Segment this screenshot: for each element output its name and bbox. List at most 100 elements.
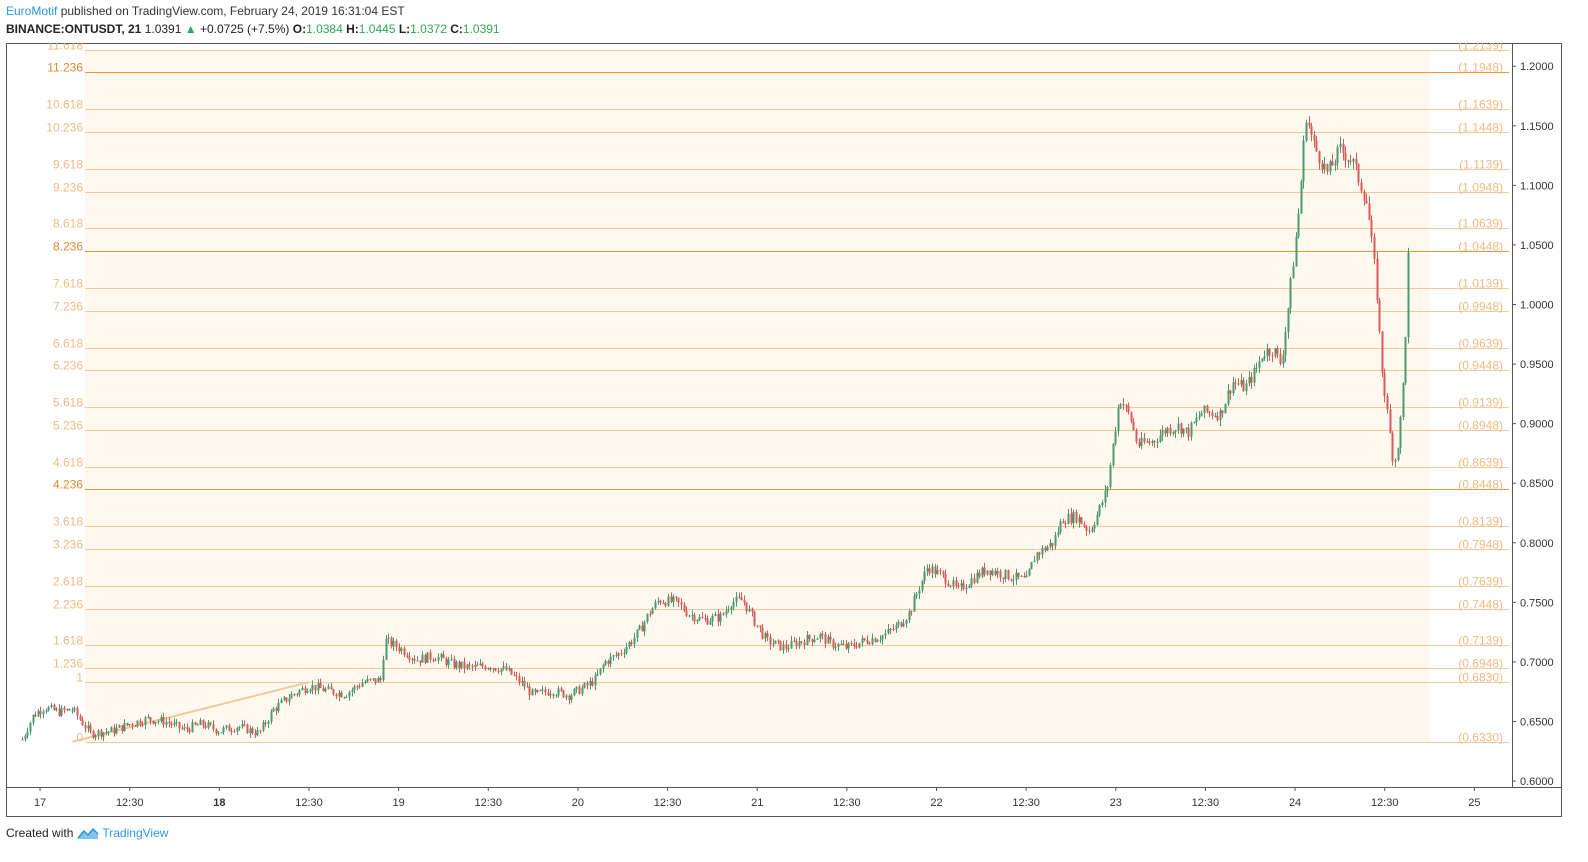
candle-body: [1344, 152, 1347, 161]
fib-band: [85, 548, 1430, 586]
fib-price-label: (1.2139): [1458, 43, 1503, 53]
candle-body: [408, 656, 411, 660]
price-change: +0.0725 (+7.5%): [199, 22, 290, 36]
candle-body: [306, 691, 309, 693]
candle-body: [79, 715, 82, 720]
candle-body: [1279, 353, 1282, 364]
price-axis-label: 1.0000: [1520, 300, 1554, 312]
fib-ratio-label: 8.618: [53, 217, 83, 231]
candle-body: [162, 717, 165, 725]
candle-body: [1263, 356, 1266, 359]
fib-price-label: (0.9448): [1458, 359, 1503, 373]
candle-body: [1012, 579, 1015, 581]
candle-body: [264, 722, 267, 725]
candle-body: [1402, 382, 1405, 418]
fib-ratio-label: 6.618: [53, 337, 83, 351]
candle-body: [249, 728, 252, 734]
candle-body: [1023, 576, 1026, 578]
candle-body: [978, 572, 981, 577]
candle-body: [625, 646, 628, 653]
candle-body: [691, 615, 694, 617]
candle-body: [113, 727, 116, 734]
candle-body: [908, 611, 911, 621]
candle-body: [1363, 191, 1366, 201]
candle-body: [1216, 415, 1219, 421]
candle-body: [1352, 158, 1355, 162]
candle-body: [541, 689, 544, 691]
candle-body: [1245, 383, 1248, 392]
author-link[interactable]: EuroMotif: [6, 4, 58, 18]
candle-body: [484, 666, 487, 670]
candle-body: [29, 722, 32, 732]
candle-body: [186, 727, 189, 730]
candle-body: [513, 674, 516, 676]
candle-body: [960, 583, 963, 586]
candle-body: [494, 668, 497, 671]
candle-body: [965, 587, 968, 590]
fib-price-label: (0.8139): [1458, 515, 1503, 529]
fib-price-label: (0.9639): [1458, 337, 1503, 351]
chart-container[interactable]: 11.618 (1.2139) 11.236 (1.1948) 10.618 (1.163…: [6, 39, 1562, 822]
candle-body: [949, 585, 952, 587]
candle-body: [1365, 200, 1368, 204]
candle-body: [126, 723, 129, 726]
candle-body: [283, 697, 286, 700]
candle-body: [989, 570, 992, 576]
fib-ratio-label: 1.236: [53, 657, 83, 671]
candle-body: [1258, 361, 1261, 368]
candle-body: [1041, 547, 1044, 555]
candle-body: [1198, 416, 1201, 418]
high-value: 1.0445: [358, 22, 396, 36]
candle-body: [991, 570, 994, 576]
candle-body: [774, 640, 777, 644]
candle-body: [1237, 383, 1240, 385]
candle-body: [714, 613, 717, 616]
candles: [21, 116, 1410, 742]
candle-body: [1174, 430, 1177, 433]
time-axis-label: 19: [393, 797, 405, 809]
candle-body: [317, 683, 320, 691]
candle-body: [102, 732, 105, 737]
candle-body: [659, 600, 662, 604]
candle-body: [570, 695, 573, 700]
price-chart[interactable]: 11.618 (1.2139)11.236 (1.1948)10.618 (1.163…: [6, 39, 1562, 817]
candle-body: [743, 600, 746, 603]
candle-body: [868, 643, 871, 645]
candle-body: [411, 658, 414, 660]
candle-body: [1093, 524, 1096, 529]
fib-ratio-label: 10.236: [46, 121, 83, 135]
candle-body: [586, 683, 589, 686]
candle-body: [876, 640, 879, 642]
candle-body: [152, 720, 155, 724]
candle-body: [188, 729, 191, 732]
candle-body: [528, 686, 531, 696]
candle-body: [1200, 412, 1203, 417]
candle-body: [450, 658, 453, 660]
created-with-text: Created with: [6, 826, 74, 840]
time-axis-label: 21: [751, 797, 763, 809]
candle-body: [725, 610, 728, 615]
candle-body: [1373, 236, 1376, 259]
candle-body: [1383, 372, 1386, 396]
candle-body: [71, 710, 74, 712]
candle-body: [419, 660, 422, 663]
fib-ratio-label: 7.618: [53, 277, 83, 291]
candle-body: [160, 717, 163, 722]
price-axis-label: 0.7500: [1520, 597, 1554, 609]
candle-body: [73, 708, 76, 711]
candle-body: [256, 730, 259, 736]
candle-body: [1062, 521, 1065, 524]
candle-body: [1219, 410, 1222, 421]
candle-body: [1203, 405, 1206, 413]
candle-body: [364, 681, 367, 684]
candle-body: [759, 625, 762, 628]
candle-body: [1166, 427, 1169, 434]
price-axis-label: 0.6000: [1520, 776, 1554, 788]
tradingview-link[interactable]: TradingView: [102, 826, 169, 840]
fib-band: [85, 191, 1430, 229]
candle-body: [361, 683, 364, 687]
candle-body: [1151, 441, 1154, 443]
candle-body: [766, 633, 769, 637]
candle-body: [1088, 530, 1091, 532]
fib-band: [85, 370, 1430, 408]
